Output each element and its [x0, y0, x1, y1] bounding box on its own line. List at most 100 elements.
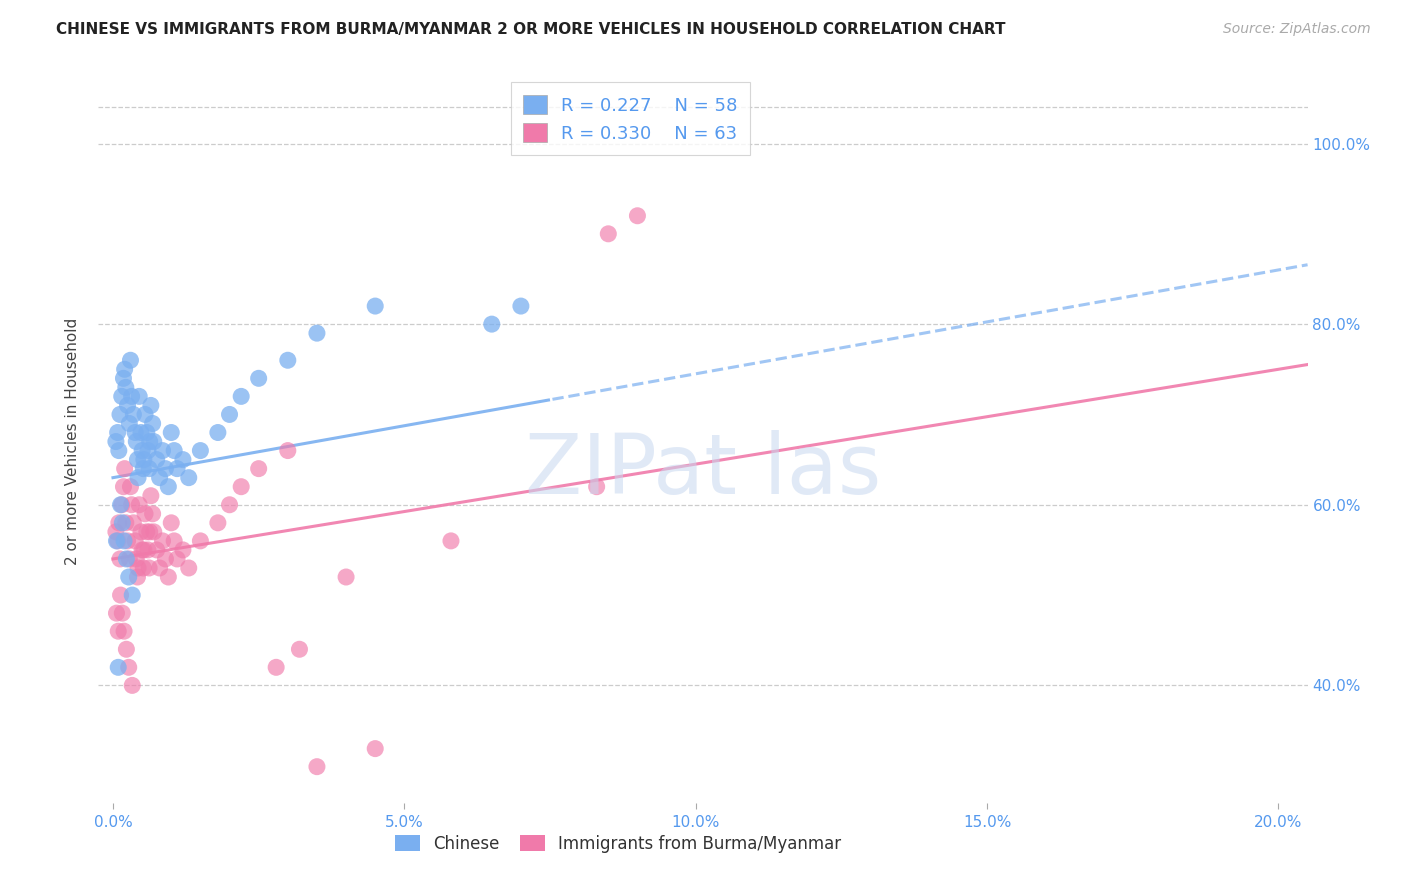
Point	[104, 434, 127, 449]
Point	[108, 516, 131, 530]
Y-axis label: 2 or more Vehicles in Household: 2 or more Vehicles in Household	[65, 318, 80, 566]
Point	[218, 408, 240, 422]
Point	[128, 389, 150, 403]
Point	[111, 389, 134, 403]
Point	[157, 480, 180, 494]
Point	[138, 524, 160, 539]
Point	[121, 389, 143, 403]
Point	[115, 642, 138, 657]
Point	[104, 524, 127, 539]
Point	[335, 570, 357, 584]
Point	[166, 552, 188, 566]
Point	[127, 471, 149, 485]
Point	[118, 660, 141, 674]
Point	[107, 660, 129, 674]
Point	[152, 443, 174, 458]
Point	[135, 425, 157, 440]
Point	[142, 507, 165, 521]
Point	[120, 353, 142, 368]
Point	[132, 542, 155, 557]
Point	[305, 760, 328, 774]
Text: CHINESE VS IMMIGRANTS FROM BURMA/MYANMAR 2 OR MORE VEHICLES IN HOUSEHOLD CORRELA: CHINESE VS IMMIGRANTS FROM BURMA/MYANMAR…	[56, 22, 1005, 37]
Point	[135, 524, 157, 539]
Point	[120, 480, 142, 494]
Legend: Chinese, Immigrants from Burma/Myanmar: Chinese, Immigrants from Burma/Myanmar	[388, 828, 848, 860]
Point	[138, 561, 160, 575]
Point	[155, 552, 177, 566]
Point	[247, 461, 270, 475]
Point	[132, 452, 155, 467]
Point	[136, 542, 159, 557]
Point	[129, 524, 152, 539]
Point	[114, 516, 136, 530]
Point	[149, 471, 172, 485]
Point	[218, 498, 240, 512]
Point	[160, 425, 183, 440]
Point	[139, 489, 162, 503]
Point	[112, 371, 135, 385]
Point	[142, 524, 165, 539]
Point	[142, 434, 165, 449]
Point	[172, 542, 194, 557]
Point	[114, 362, 136, 376]
Point	[231, 389, 253, 403]
Point	[157, 570, 180, 584]
Point	[127, 452, 149, 467]
Point	[108, 443, 131, 458]
Point	[114, 380, 136, 394]
Point	[177, 471, 200, 485]
Point	[160, 516, 183, 530]
Point	[131, 443, 153, 458]
Point	[108, 552, 131, 566]
Point	[107, 425, 129, 440]
Point	[138, 461, 160, 475]
Point	[107, 624, 129, 639]
Point	[110, 498, 132, 512]
Point	[122, 408, 145, 422]
Point	[117, 398, 139, 412]
Point	[129, 425, 152, 440]
Point	[364, 741, 387, 756]
Point	[124, 425, 146, 440]
Point	[190, 443, 212, 458]
Point	[121, 498, 143, 512]
Point	[231, 480, 253, 494]
Point	[163, 533, 186, 548]
Point	[111, 498, 134, 512]
Point	[132, 461, 155, 475]
Point	[166, 461, 188, 475]
Point	[128, 498, 150, 512]
Point	[127, 561, 149, 575]
Point	[124, 533, 146, 548]
Point	[134, 408, 156, 422]
Point	[264, 660, 287, 674]
Point	[207, 516, 229, 530]
Text: Source: ZipAtlas.com: Source: ZipAtlas.com	[1223, 22, 1371, 37]
Point	[127, 570, 149, 584]
Point	[112, 624, 135, 639]
Point	[163, 443, 186, 458]
Point	[172, 452, 194, 467]
Point	[122, 516, 145, 530]
Point	[132, 561, 155, 575]
Point	[585, 480, 607, 494]
Point	[105, 533, 128, 548]
Point	[110, 588, 132, 602]
Point	[509, 299, 531, 313]
Point	[142, 417, 165, 431]
Point	[118, 552, 141, 566]
Text: ZIPat las: ZIPat las	[524, 430, 882, 511]
Point	[364, 299, 387, 313]
Point	[105, 606, 128, 620]
Point	[145, 452, 167, 467]
Point	[247, 371, 270, 385]
Point	[114, 461, 136, 475]
Point	[125, 434, 148, 449]
Point	[149, 561, 172, 575]
Point	[207, 425, 229, 440]
Point	[155, 461, 177, 475]
Point	[277, 443, 299, 458]
Point	[136, 443, 159, 458]
Point	[440, 533, 463, 548]
Point	[305, 326, 328, 341]
